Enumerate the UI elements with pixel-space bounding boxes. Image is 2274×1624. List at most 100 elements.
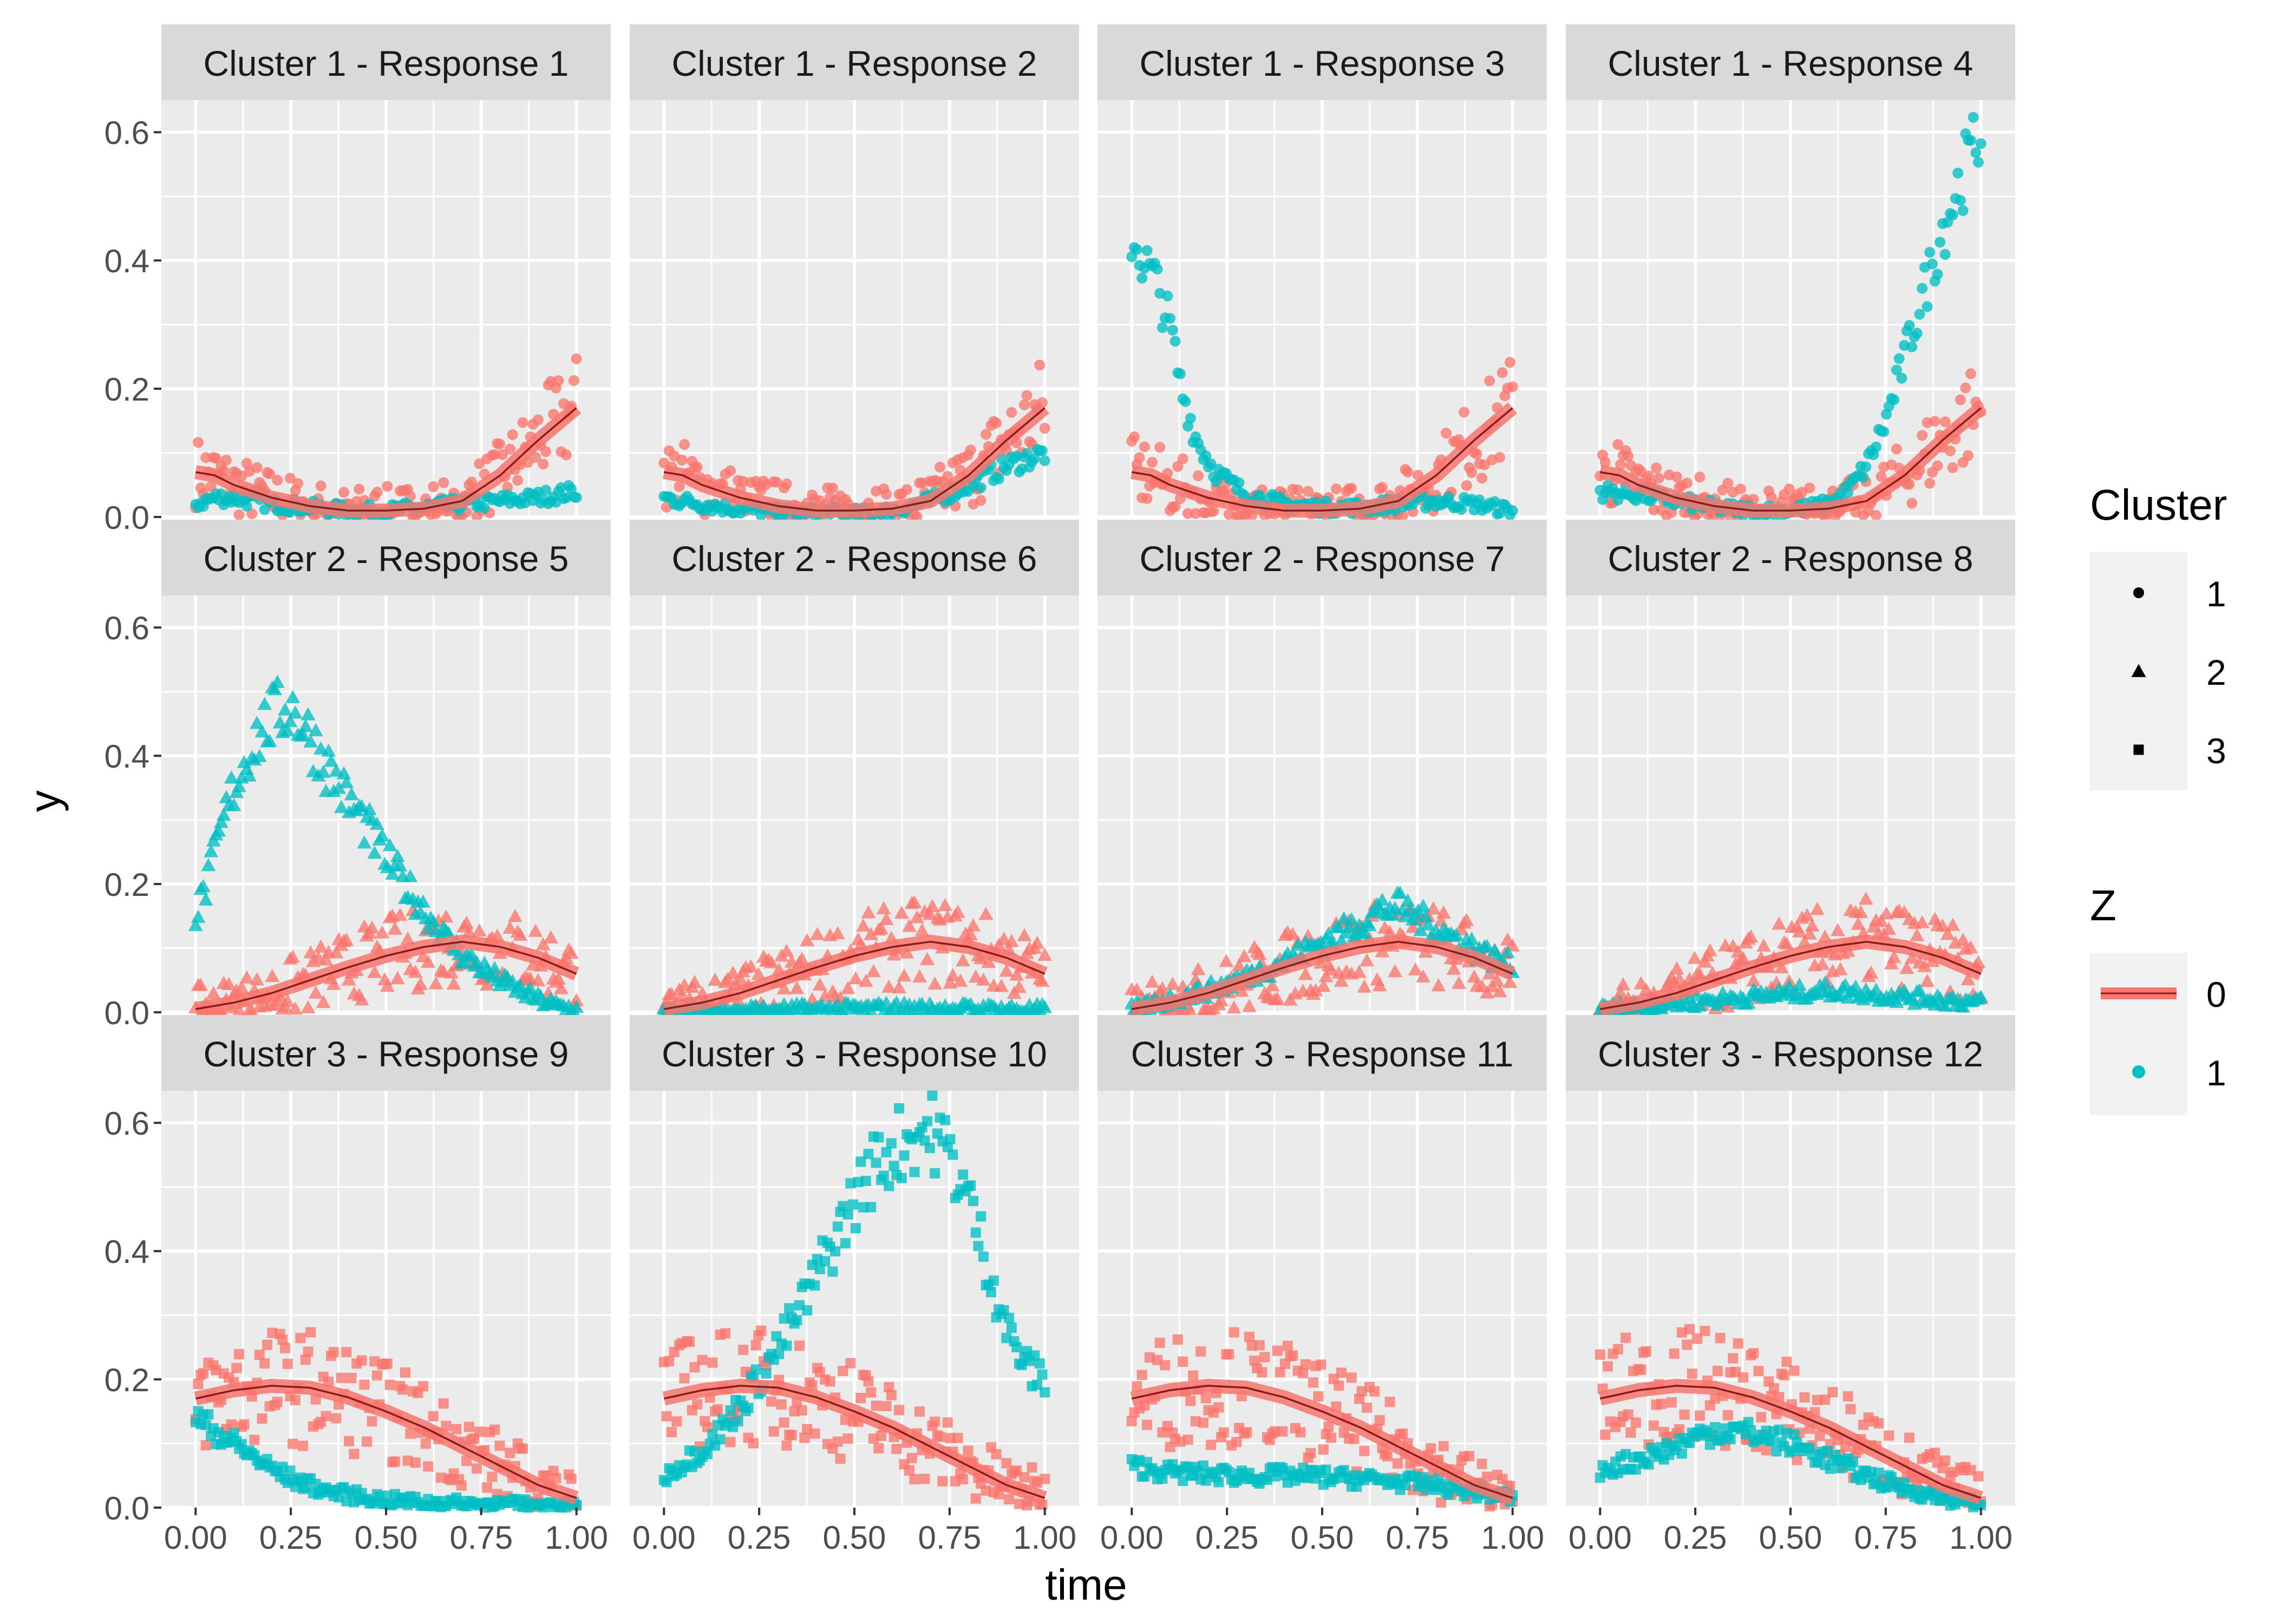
data-point-z0: [1945, 446, 1956, 457]
data-point-z0: [1692, 1333, 1703, 1344]
x-tick-label: 1.00: [1481, 1520, 1544, 1556]
data-point-z1: [1331, 920, 1347, 933]
data-point-z0: [1139, 441, 1150, 453]
facet-strip-label: Cluster 3 - Response 11: [1131, 1034, 1514, 1074]
facet-strip-label: Cluster 3 - Response 12: [1598, 1034, 1983, 1074]
data-point-z0: [280, 993, 295, 1007]
data-point-z0: [257, 1413, 267, 1424]
data-point-z1: [1362, 918, 1377, 932]
data-point-z1: [254, 724, 270, 738]
data-point-z0: [321, 1411, 331, 1422]
data-point-z0: [901, 484, 912, 495]
data-point-z0: [827, 482, 838, 494]
data-point-z1: [830, 1246, 841, 1256]
data-point-z0: [738, 1345, 749, 1355]
data-point-z0: [339, 932, 354, 946]
legend-cluster-label: 3: [2206, 731, 2226, 771]
data-point-z1: [1011, 1342, 1022, 1353]
data-point-z0: [1940, 926, 1955, 940]
data-point-z1: [871, 1157, 881, 1168]
data-point-z1: [283, 713, 298, 728]
x-tick-label: 1.00: [545, 1520, 608, 1556]
data-point-z0: [198, 1368, 208, 1379]
data-point-z0: [881, 488, 892, 500]
data-point-z1: [827, 1266, 838, 1277]
data-point-z1: [1904, 320, 1915, 331]
data-point-z1: [1344, 912, 1359, 926]
data-point-z0: [1482, 966, 1497, 980]
data-point-z0: [1687, 1368, 1697, 1379]
data-point-z0: [1154, 1338, 1165, 1348]
data-point-z1: [1004, 1313, 1015, 1324]
data-point-z0: [1351, 965, 1367, 978]
data-point-z0: [272, 475, 283, 486]
data-point-z1: [1131, 244, 1142, 255]
data-point-z0: [1244, 1332, 1254, 1343]
data-point-z0: [282, 1358, 293, 1369]
data-point-z1: [1357, 925, 1372, 939]
data-point-z0: [1009, 967, 1024, 981]
data-point-z0: [239, 970, 254, 984]
data-point-z1: [540, 484, 552, 496]
data-point-z1: [1825, 1463, 1835, 1474]
data-point-z1: [1418, 909, 1433, 922]
data-point-z0: [1463, 1451, 1474, 1462]
data-point-z0: [906, 1452, 917, 1463]
data-point-z0: [764, 955, 779, 968]
data-point-z0: [712, 1404, 723, 1415]
trend-line: [1599, 1385, 1982, 1499]
data-point-z0: [789, 981, 805, 994]
data-point-z0: [1224, 1349, 1234, 1360]
data-point-z0: [1292, 484, 1304, 496]
data-point-z0: [1440, 428, 1452, 439]
data-point-z0: [1853, 905, 1868, 918]
data-point-z1: [367, 845, 382, 859]
data-point-z0: [331, 1413, 342, 1424]
data-point-z0: [354, 992, 369, 1006]
data-point-z0: [231, 1363, 242, 1373]
data-point-z0: [1960, 382, 1971, 394]
data-point-z0: [284, 473, 296, 484]
data-point-z0: [679, 438, 690, 450]
x-tick-label: 0.50: [823, 1520, 886, 1556]
data-point-z0: [781, 1440, 792, 1451]
data-point-z1: [968, 1196, 979, 1207]
data-point-z0: [835, 1453, 846, 1464]
data-point-z1: [1174, 368, 1186, 379]
facet-panel: Cluster 3 - Response 12 0.00 0.25 0.50 0.75 1…: [1566, 1015, 2015, 1556]
data-point-z0: [950, 905, 965, 918]
data-point-z0: [1241, 999, 1257, 1012]
data-point-z1: [1169, 336, 1181, 347]
data-point-z0: [1625, 1427, 1636, 1438]
x-tick-label: 1.00: [1013, 1520, 1076, 1556]
data-point-z0: [1955, 394, 1966, 405]
data-point-z0: [200, 452, 212, 463]
data-point-z0: [1298, 1368, 1309, 1379]
data-point-z1: [909, 1167, 920, 1177]
data-point-z1: [1415, 899, 1430, 912]
data-point-z0: [371, 487, 383, 498]
data-point-z0: [220, 455, 232, 466]
data-point-z0: [914, 1406, 925, 1417]
data-point-z1: [1893, 353, 1905, 364]
data-point-z0: [1318, 1444, 1329, 1455]
data-point-z1: [201, 857, 216, 872]
data-point-z0: [362, 1436, 373, 1447]
data-point-z0: [1183, 1004, 1198, 1018]
data-point-z0: [1648, 1420, 1659, 1431]
data-point-z1: [1321, 1464, 1331, 1475]
data-point-z1: [1676, 1448, 1687, 1459]
data-point-z1: [390, 848, 405, 862]
facet-panel: Cluster 2 - Response 5 0.0 0.2 0.4 0.6: [104, 520, 611, 1031]
data-point-z0: [1733, 1338, 1743, 1349]
data-point-z1: [336, 766, 351, 780]
data-point-z1: [986, 1287, 997, 1298]
data-point-z1: [725, 1405, 736, 1416]
data-point-z0: [830, 926, 845, 940]
data-point-z1: [1334, 933, 1349, 947]
y-tick-label: 0.0: [104, 995, 149, 1031]
data-point-z1: [1911, 328, 1923, 339]
data-point-z0: [776, 1399, 787, 1410]
data-point-z0: [1623, 450, 1634, 462]
data-point-z0: [1684, 1324, 1695, 1335]
